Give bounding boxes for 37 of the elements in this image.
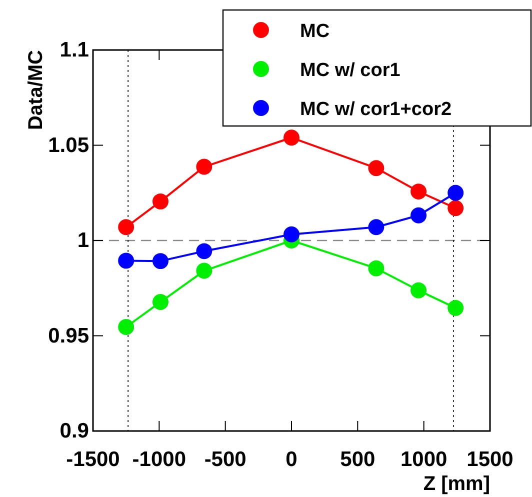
point	[196, 262, 212, 279]
y-tick-label: 1	[77, 229, 90, 252]
point	[448, 300, 464, 316]
x-tick-label: 0	[286, 448, 298, 471]
x-tick-label: -500	[204, 448, 246, 471]
point	[118, 252, 134, 269]
point	[368, 219, 384, 236]
point	[152, 193, 168, 210]
point	[410, 207, 427, 224]
point	[368, 160, 384, 176]
y-tick-label: 1.1	[60, 38, 90, 62]
point	[448, 200, 464, 216]
point	[410, 184, 427, 200]
x-tick-label: 1000	[400, 448, 448, 471]
y-tick-label: 0.9	[60, 420, 89, 443]
point	[284, 130, 300, 146]
y-tick-label: 1.05	[48, 134, 90, 157]
legend-label: MC w/ cor1+cor2	[300, 99, 452, 120]
x-tick-label: -1500	[66, 448, 120, 471]
point	[368, 260, 384, 276]
point	[118, 319, 134, 335]
x-tick-label: 500	[340, 448, 376, 471]
legend-label: MC	[300, 21, 330, 42]
legend-label: MC w/ cor1	[300, 60, 401, 81]
y-tick-label: 0.95	[48, 324, 90, 348]
point	[284, 226, 300, 242]
x-tick-label: 1500	[466, 448, 514, 471]
point	[152, 294, 168, 310]
x-axis-title: Z [mm]	[423, 473, 490, 495]
point	[410, 282, 427, 298]
point	[118, 219, 134, 236]
point	[448, 184, 464, 201]
point	[196, 243, 212, 260]
y-axis-title: Data/MC	[25, 50, 47, 130]
point	[196, 158, 212, 175]
x-tick-label: -1000	[132, 448, 186, 471]
point	[152, 253, 168, 270]
